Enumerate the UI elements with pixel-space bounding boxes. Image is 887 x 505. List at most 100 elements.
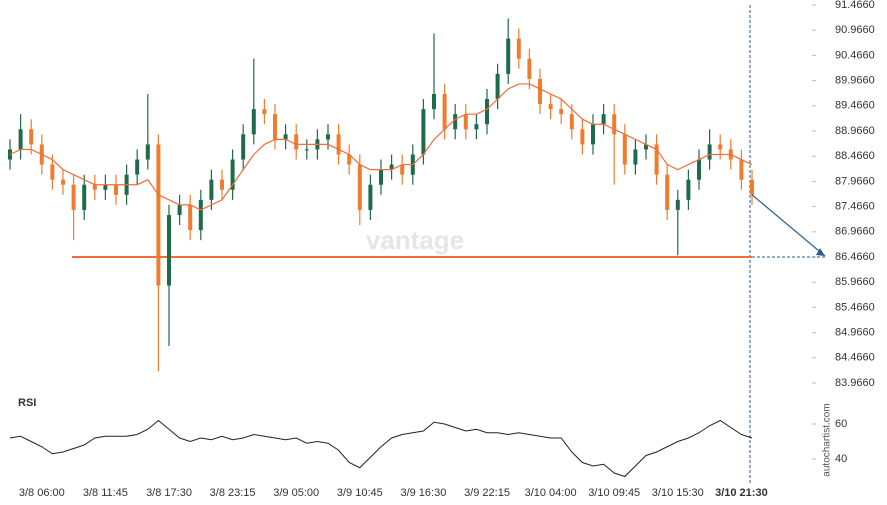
y-tick-label: 85.9660	[835, 276, 875, 288]
candle-body	[421, 109, 426, 155]
candle-body	[601, 114, 606, 125]
rsi-line	[9, 419, 753, 478]
y-tick-label: 40	[835, 453, 847, 465]
candle-body	[156, 144, 161, 286]
candle-body	[167, 214, 171, 286]
candle-body	[368, 184, 373, 210]
candle-body	[61, 179, 65, 185]
candle-body	[538, 78, 542, 105]
candle-body	[686, 179, 691, 200]
candle-body	[612, 114, 617, 135]
candle-body	[750, 179, 754, 195]
candle-body	[220, 179, 224, 190]
candle-body	[432, 94, 436, 110]
candle-body	[622, 134, 627, 165]
y-tick-label: 84.9660	[835, 327, 875, 339]
candle-body	[463, 114, 468, 130]
x-tick-label: 3/10 09:45	[588, 487, 640, 499]
candle-body	[453, 114, 458, 130]
arrow-head	[816, 248, 825, 256]
y-tick-label: 87.9660	[835, 175, 875, 187]
watermark: vantage	[366, 225, 464, 255]
candle-body	[241, 134, 246, 160]
y-tick-label: 91.4660	[835, 0, 875, 11]
candle-body	[665, 174, 670, 210]
candle-body	[273, 114, 277, 140]
candle-body	[251, 109, 256, 135]
x-tick-label: 3/8 17:30	[146, 487, 192, 499]
candle-body	[442, 94, 447, 130]
y-tick-label: 89.9660	[835, 75, 875, 87]
candle-body	[188, 204, 193, 231]
candle-body	[495, 73, 500, 100]
candle-body	[707, 144, 712, 160]
candle-body	[516, 38, 521, 59]
x-tick-label: 3/10 15:30	[652, 487, 704, 499]
candle-body	[675, 199, 680, 210]
candle-body	[485, 99, 489, 125]
candle-body	[633, 149, 638, 165]
x-tick-label: 3/10 04:00	[525, 487, 577, 499]
candle-body	[29, 129, 34, 145]
candle-body	[177, 204, 182, 215]
candle-body	[336, 134, 341, 155]
candle-body	[347, 154, 352, 165]
candle-body	[569, 114, 574, 130]
y-tick-label: 86.4660	[835, 251, 875, 263]
x-tick-label: 3/9 22:15	[464, 487, 510, 499]
candle-body	[357, 164, 362, 210]
candle-body	[135, 159, 140, 175]
candle-body	[548, 104, 553, 110]
candle-body	[209, 179, 214, 200]
panel-label: RSI	[18, 397, 36, 409]
candle-body	[18, 129, 23, 150]
y-tick-label: 85.4660	[835, 301, 875, 313]
y-tick-label: 88.9660	[835, 125, 875, 137]
y-tick-label: 88.4660	[835, 150, 875, 162]
x-tick-label: 3/9 10:45	[337, 487, 383, 499]
moving-average	[9, 83, 753, 211]
y-tick-label: 90.9660	[835, 24, 875, 36]
y-tick-label: 90.4660	[835, 49, 875, 61]
candle-body	[114, 184, 118, 195]
candle-body	[103, 184, 108, 190]
candle-body	[389, 164, 394, 170]
candle-body	[326, 134, 330, 140]
candle-body	[506, 38, 511, 74]
candle-body	[654, 144, 659, 175]
candle-body	[71, 184, 76, 210]
candle-body	[527, 58, 532, 79]
candle-body	[294, 134, 299, 150]
candle-body	[559, 109, 564, 115]
candle-body	[697, 159, 701, 180]
candle-body	[591, 124, 595, 145]
candle-body	[92, 184, 97, 190]
candle-body	[739, 159, 744, 180]
candle-body	[580, 129, 585, 145]
candle-body	[283, 134, 288, 140]
y-tick-label: 84.4660	[835, 352, 875, 364]
candle-body	[145, 144, 150, 160]
x-tick-label: 3/9 05:00	[273, 487, 319, 499]
candle-body	[644, 144, 648, 150]
candle-body	[50, 164, 55, 180]
candle-body	[82, 184, 87, 210]
candle-body	[262, 109, 267, 115]
candle-body	[198, 199, 203, 231]
x-tick-label: 3/9 16:30	[400, 487, 446, 499]
candle-body	[230, 159, 235, 190]
y-tick-label: 86.9660	[835, 226, 875, 238]
candle-body	[400, 164, 405, 175]
candle-body	[379, 169, 383, 185]
y-tick-label: 89.4660	[835, 100, 875, 112]
candle-body	[718, 144, 723, 150]
y-tick-label: 87.4660	[835, 201, 875, 213]
y-tick-label: 83.9660	[835, 377, 875, 389]
x-tick-label: 3/8 11:45	[83, 487, 128, 499]
candle-body	[304, 149, 309, 151]
y-tick-label: 60	[835, 418, 847, 430]
x-tick-label: 3/8 06:00	[19, 487, 65, 499]
source: autochartist.com	[822, 403, 833, 476]
